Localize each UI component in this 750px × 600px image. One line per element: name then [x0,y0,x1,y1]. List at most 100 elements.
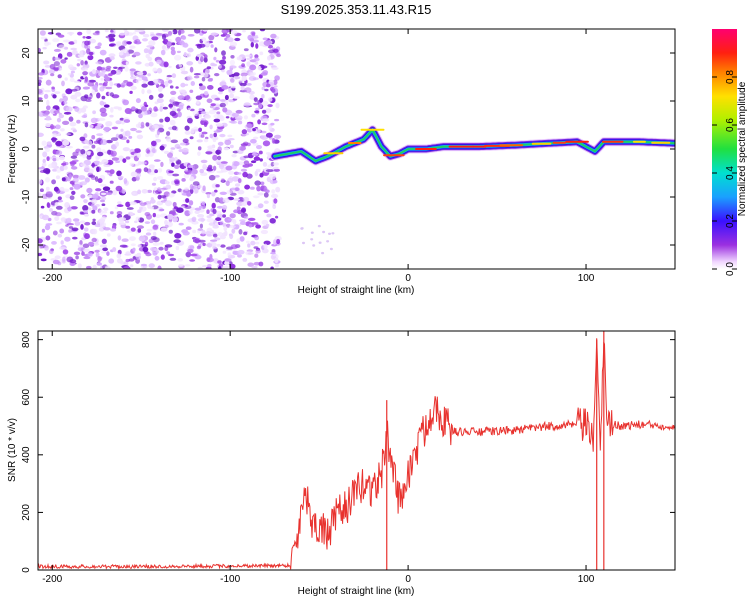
noise-speckle [87,54,94,61]
noise-speckle [191,216,197,222]
noise-speckle [229,59,235,66]
noise-speckle [151,182,157,186]
noise-speckle [41,110,46,114]
noise-speckle [116,204,124,207]
noise-speckle [198,43,206,48]
noise-speckle [148,171,156,176]
noise-speckle [202,185,206,192]
noise-speckle [115,41,122,47]
noise-speckle [212,208,217,214]
noise-speckle [243,160,250,165]
noise-speckle [175,36,182,43]
noise-speckle [74,91,82,97]
noise-speckle [263,209,269,214]
noise-speckle [176,207,184,213]
noise-speckle [169,110,177,117]
noise-speckle [221,69,225,73]
noise-speckle [271,189,276,194]
noise-speckle [272,79,278,86]
noise-speckle [116,83,121,88]
x-tick-label: -200 [42,273,62,284]
noise-speckle [54,216,60,222]
noise-speckle [217,141,224,146]
noise-speckle [41,228,46,233]
noise-speckle [80,224,84,230]
noise-speckle [172,201,177,208]
noise-speckle [105,35,113,39]
noise-speckle [239,236,245,242]
noise-speckle [202,29,209,32]
noise-speckle [137,209,142,213]
noise-speckle [80,95,88,102]
noise-speckle [173,156,178,162]
noise-speckle [244,87,252,93]
noise-speckle [168,65,172,69]
noise-speckle [202,242,206,247]
noise-speckle [274,75,280,81]
noise-speckle [254,253,259,258]
noise-speckle [154,138,162,143]
noise-speckle [192,229,197,234]
noise-speckle [231,163,238,170]
noise-speckle [229,187,236,191]
noise-speckle [219,220,224,226]
noise-speckle [101,203,106,206]
noise-speckle [59,155,65,161]
noise-speckle [104,265,110,269]
noise-speckle [88,174,96,178]
noise-speckle [100,139,108,146]
noise-speckle [140,263,147,267]
noise-speckle [91,193,99,199]
noise-speckle [130,127,137,132]
noise-speckle [197,266,203,269]
noise-speckle [210,103,216,107]
noise-speckle [79,220,86,224]
noise-speckle [205,192,212,195]
noise-speckle [253,57,260,62]
noise-speckle [259,29,266,32]
noise-speckle [225,116,230,119]
noise-speckle [125,251,131,255]
noise-speckle [215,123,224,127]
noise-speckle [72,177,79,183]
noise-speckle [133,40,138,44]
noise-speckle [166,41,172,47]
noise-speckle [38,47,41,53]
noise-speckle [267,104,273,108]
spectrogram-x-label: Height of straight line (km) [298,285,415,296]
noise-speckle [106,233,111,237]
noise-speckle [317,224,321,228]
noise-speckle [53,110,60,114]
noise-speckle [197,146,202,151]
noise-speckle [185,251,192,258]
noise-speckle [159,106,163,112]
noise-speckle [163,38,169,45]
noise-speckle [109,180,114,184]
noise-speckle [146,45,154,48]
noise-speckle [138,113,143,119]
y-tick-label: -20 [21,237,32,252]
noise-speckle [274,257,279,264]
noise-speckle [92,110,96,115]
noise-speckle [38,253,43,256]
noise-speckle [53,61,61,67]
noise-speckle [72,174,80,179]
noise-speckle [227,218,233,221]
noise-speckle [159,145,165,151]
noise-speckle [110,137,119,142]
noise-speckle [38,97,43,101]
noise-speckle [221,50,226,56]
noise-speckle [69,259,77,264]
noise-speckle [97,178,103,184]
noise-speckle [154,169,158,174]
noise-speckle [258,103,263,109]
noise-speckle [188,172,195,176]
noise-speckle [118,134,124,139]
noise-speckle [84,233,90,240]
noise-speckle [246,61,251,67]
noise-speckle [157,168,163,173]
noise-speckle [268,124,273,131]
noise-speckle [110,29,114,33]
noise-speckle [101,216,107,220]
noise-speckle [273,85,278,88]
